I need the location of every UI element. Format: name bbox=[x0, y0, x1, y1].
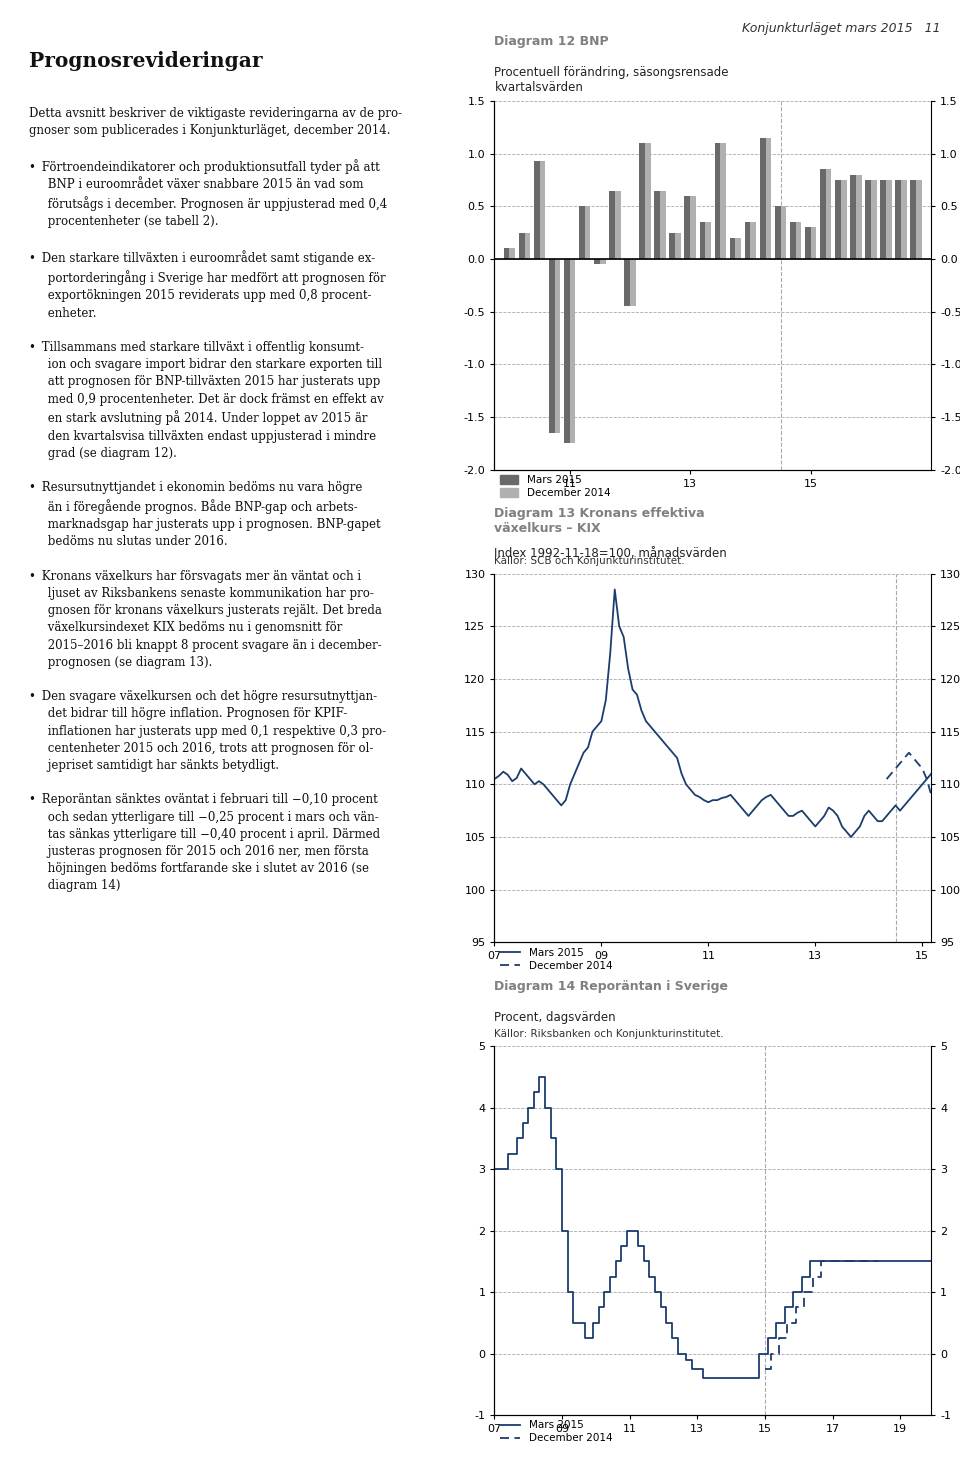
Text: Källor: SCB och Konjunkturinstitutet.: Källor: SCB och Konjunkturinstitutet. bbox=[494, 557, 685, 566]
Bar bbox=[540, 161, 545, 258]
Bar bbox=[714, 143, 720, 258]
Bar bbox=[518, 233, 524, 258]
Bar bbox=[910, 180, 916, 258]
Bar bbox=[706, 222, 711, 258]
Bar bbox=[805, 227, 810, 258]
Text: Index 1992-11-18=100, månadsvärden: Index 1992-11-18=100, månadsvärden bbox=[494, 546, 727, 560]
Bar bbox=[579, 207, 585, 258]
Text: Källor: Riksbanken och Konjunkturinstitutet.: Källor: Riksbanken och Konjunkturinstitu… bbox=[494, 1028, 724, 1038]
Bar bbox=[835, 180, 841, 258]
Text: Prognosrevideringar: Prognosrevideringar bbox=[29, 52, 262, 71]
Text: Konjunkturläget mars 2015   11: Konjunkturläget mars 2015 11 bbox=[742, 22, 941, 35]
Text: Diagram 12 BNP: Diagram 12 BNP bbox=[494, 35, 609, 47]
Bar bbox=[675, 233, 681, 258]
Bar bbox=[600, 258, 606, 264]
Bar bbox=[624, 258, 630, 306]
Bar bbox=[615, 191, 620, 258]
Bar bbox=[865, 180, 871, 258]
Bar bbox=[871, 180, 876, 258]
Bar bbox=[660, 191, 666, 258]
Bar bbox=[585, 207, 590, 258]
Bar bbox=[630, 258, 636, 306]
Bar bbox=[796, 222, 802, 258]
Bar bbox=[700, 222, 706, 258]
Bar bbox=[730, 238, 735, 258]
Bar bbox=[669, 233, 675, 258]
Bar bbox=[856, 174, 862, 258]
Bar bbox=[594, 258, 600, 264]
Bar bbox=[639, 143, 645, 258]
Bar bbox=[896, 180, 901, 258]
Legend: Mars 2015, December 2014: Mars 2015, December 2014 bbox=[499, 476, 611, 498]
Bar bbox=[655, 191, 660, 258]
Text: Procentuell förändring, säsongsrensade
kvartalsvärden: Procentuell förändring, säsongsrensade k… bbox=[494, 66, 729, 95]
Text: Diagram 13 Kronans effektiva
växelkurs – KIX: Diagram 13 Kronans effektiva växelkurs –… bbox=[494, 508, 705, 536]
Bar bbox=[765, 137, 771, 258]
Bar bbox=[851, 174, 856, 258]
Bar bbox=[524, 233, 530, 258]
Bar bbox=[775, 207, 780, 258]
Bar bbox=[504, 248, 510, 258]
Bar bbox=[901, 180, 907, 258]
Text: Detta avsnitt beskriver de viktigaste revideringarna av de pro-
gnoser som publi: Detta avsnitt beskriver de viktigaste re… bbox=[29, 106, 402, 892]
Legend: Mars 2015, December 2014: Mars 2015, December 2014 bbox=[499, 1421, 612, 1443]
Bar bbox=[720, 143, 726, 258]
Text: Diagram 14 Reporäntan i Sverige: Diagram 14 Reporäntan i Sverige bbox=[494, 981, 729, 993]
Bar bbox=[549, 258, 555, 433]
Bar bbox=[745, 222, 751, 258]
Bar bbox=[780, 207, 786, 258]
Bar bbox=[735, 238, 741, 258]
Bar bbox=[880, 180, 886, 258]
Bar bbox=[759, 137, 765, 258]
Bar bbox=[690, 196, 696, 258]
Bar bbox=[569, 258, 575, 443]
Bar bbox=[555, 258, 561, 433]
Bar bbox=[820, 170, 826, 258]
Bar bbox=[564, 258, 569, 443]
Bar bbox=[826, 170, 831, 258]
Bar bbox=[510, 248, 516, 258]
Text: Procent, dagsvärden: Procent, dagsvärden bbox=[494, 1012, 616, 1025]
Bar bbox=[534, 161, 540, 258]
Bar bbox=[610, 191, 615, 258]
Legend: Mars 2015, December 2014: Mars 2015, December 2014 bbox=[499, 948, 612, 970]
Bar bbox=[916, 180, 922, 258]
Bar bbox=[751, 222, 756, 258]
Bar bbox=[886, 180, 892, 258]
Bar bbox=[810, 227, 816, 258]
Bar bbox=[790, 222, 796, 258]
Bar bbox=[684, 196, 690, 258]
Bar bbox=[645, 143, 651, 258]
Bar bbox=[841, 180, 847, 258]
